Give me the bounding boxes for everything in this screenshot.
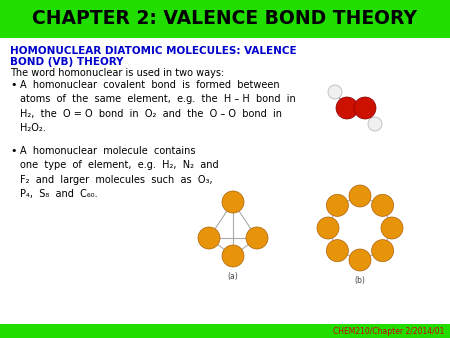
Text: HOMONUCLEAR DIATOMIC MOLECULES: VALENCE: HOMONUCLEAR DIATOMIC MOLECULES: VALENCE bbox=[10, 46, 297, 56]
Circle shape bbox=[328, 85, 342, 99]
Text: A  homonuclear  covalent  bond  is  formed  between
atoms  of  the  same  elemen: A homonuclear covalent bond is formed be… bbox=[20, 80, 296, 133]
Circle shape bbox=[381, 217, 403, 239]
Circle shape bbox=[222, 245, 244, 267]
FancyBboxPatch shape bbox=[0, 38, 450, 324]
Circle shape bbox=[349, 185, 371, 207]
Text: (b): (b) bbox=[355, 276, 365, 285]
FancyBboxPatch shape bbox=[0, 0, 450, 38]
Circle shape bbox=[246, 227, 268, 249]
Text: •: • bbox=[10, 80, 17, 90]
Text: (a): (a) bbox=[228, 272, 238, 281]
Circle shape bbox=[326, 194, 348, 216]
Circle shape bbox=[372, 240, 394, 262]
Circle shape bbox=[349, 249, 371, 271]
Text: CHAPTER 2: VALENCE BOND THEORY: CHAPTER 2: VALENCE BOND THEORY bbox=[32, 9, 418, 28]
Circle shape bbox=[222, 191, 244, 213]
Text: A  homonuclear  molecule  contains
one  type  of  element,  e.g.  H₂,  N₂  and
F: A homonuclear molecule contains one type… bbox=[20, 146, 219, 199]
FancyBboxPatch shape bbox=[0, 324, 450, 338]
Circle shape bbox=[372, 194, 394, 216]
Circle shape bbox=[198, 227, 220, 249]
Text: The word homonuclear is used in two ways:: The word homonuclear is used in two ways… bbox=[10, 68, 224, 78]
Circle shape bbox=[326, 240, 348, 262]
Circle shape bbox=[317, 217, 339, 239]
Text: •: • bbox=[10, 146, 17, 156]
Circle shape bbox=[336, 97, 358, 119]
Text: CHEM210/Chapter 2/2014/01: CHEM210/Chapter 2/2014/01 bbox=[333, 327, 444, 336]
Text: BOND (VB) THEORY: BOND (VB) THEORY bbox=[10, 57, 123, 67]
Circle shape bbox=[354, 97, 376, 119]
Circle shape bbox=[368, 117, 382, 131]
